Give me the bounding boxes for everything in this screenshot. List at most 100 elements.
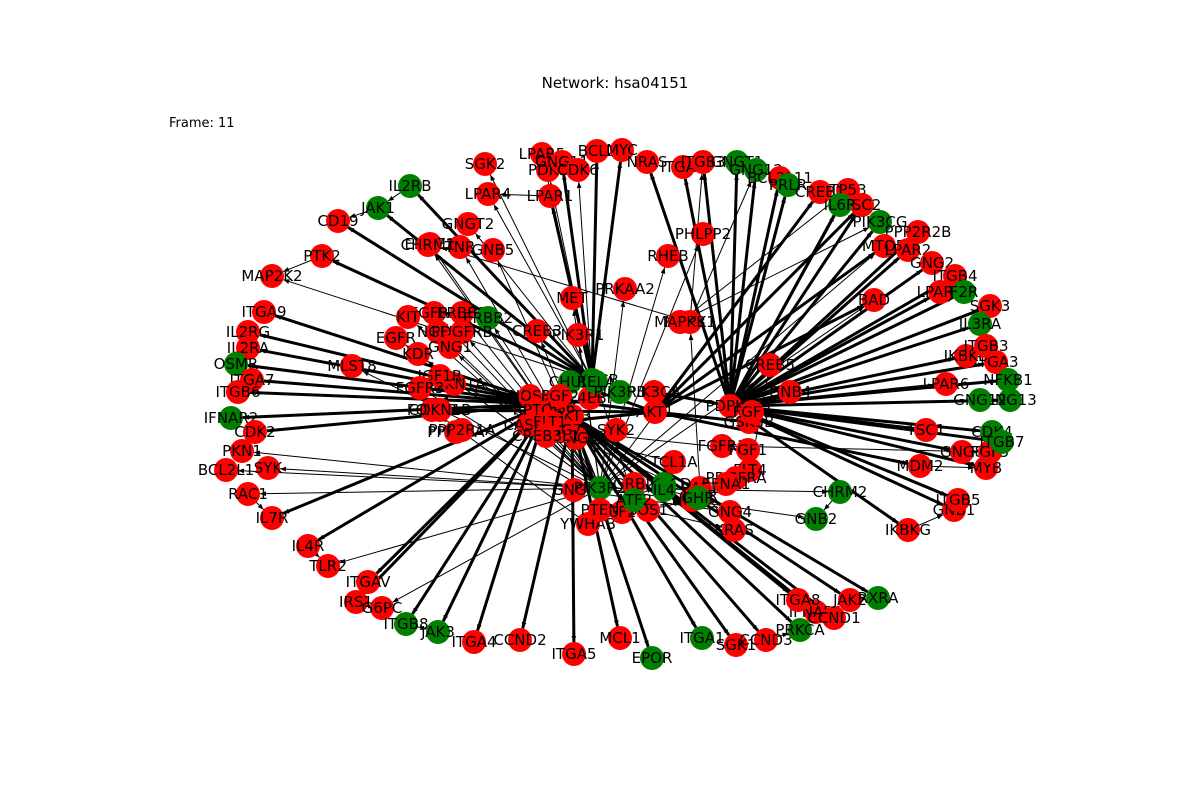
node-akt1: AKT1 bbox=[636, 400, 674, 424]
node-label: ITGA4 bbox=[451, 633, 496, 651]
node-epor: EPOR bbox=[632, 646, 673, 670]
node-label: TCL1A bbox=[650, 453, 699, 471]
node-label: CREB5 bbox=[745, 356, 795, 374]
node-nfkb1: NFKB1 bbox=[983, 368, 1033, 392]
node-label: IL6R bbox=[824, 196, 857, 214]
node-pten: PTEN bbox=[581, 498, 620, 522]
node-label: IL7R bbox=[256, 509, 289, 527]
node-label: SYK bbox=[254, 459, 284, 477]
node-label: GNG12 bbox=[953, 391, 1007, 409]
node-mlst8: MLST8 bbox=[327, 354, 377, 378]
frame-label: Frame: 11 bbox=[169, 116, 235, 131]
node-gnb2: GNB2 bbox=[795, 507, 838, 531]
node-label: IL2RB bbox=[388, 177, 431, 195]
node-label: CCND2 bbox=[493, 631, 546, 649]
node-lpar1: LPAR1 bbox=[527, 184, 574, 208]
node-jak3: JAK3 bbox=[420, 620, 455, 644]
node-map2k2: MAP2K2 bbox=[241, 264, 302, 288]
node-gngt2: GNGT2 bbox=[442, 212, 495, 236]
node-label: LPAR4 bbox=[465, 185, 512, 203]
node-label: BAD bbox=[858, 291, 890, 309]
node-label: ITGA9 bbox=[241, 303, 286, 321]
node-cdk6: CDK6 bbox=[557, 158, 598, 182]
node-chrm2: CHRM2 bbox=[813, 480, 868, 504]
node-label: TSC1 bbox=[906, 421, 946, 439]
node-label: LPAR1 bbox=[527, 187, 574, 205]
figure-title: Network: hsa04151 bbox=[542, 74, 689, 92]
node-label: CREB3L1 bbox=[512, 427, 580, 445]
node-itgb3b: ITGB3 bbox=[963, 334, 1008, 358]
node-label: PPP2R1A bbox=[429, 421, 497, 439]
node-pik3r1: PIK3R1 bbox=[552, 323, 605, 347]
node-label: FGFR3 bbox=[396, 379, 445, 397]
node-itga5: ITGA5 bbox=[551, 642, 596, 666]
node-il6r: IL6R bbox=[824, 193, 857, 217]
node-label: ITGB3 bbox=[963, 337, 1008, 355]
node-label: MCL1 bbox=[599, 629, 640, 647]
node-label: SGK3 bbox=[970, 297, 1011, 315]
node-met: MET bbox=[556, 286, 588, 310]
node-itgb6: ITGB6 bbox=[215, 380, 260, 404]
node-rheb: RHEB bbox=[647, 244, 688, 268]
node-label: TLR2 bbox=[308, 557, 347, 575]
node-chrm1: CHRM1 bbox=[401, 233, 456, 257]
node-kdr: KDR bbox=[402, 342, 434, 366]
node-label: PIK3R3 bbox=[594, 383, 647, 401]
node-label: MAPK3 bbox=[654, 313, 706, 331]
node-phlpp2: PHLPP2 bbox=[675, 222, 731, 246]
node-syk: SYK bbox=[254, 456, 284, 480]
node-label: GNG1 bbox=[428, 338, 472, 356]
node-gnb5: GNB5 bbox=[472, 238, 515, 262]
node-label: GHR bbox=[681, 489, 714, 507]
node-label: GNB5 bbox=[472, 241, 515, 259]
node-label: KRAS bbox=[714, 521, 753, 539]
node-label: JAK1 bbox=[360, 199, 395, 217]
node-label: SGK2 bbox=[465, 155, 506, 173]
node-itgb7: ITGB7 bbox=[979, 430, 1024, 454]
node-tcl1a: TCL1A bbox=[650, 450, 699, 474]
node-gng1: GNG1 bbox=[428, 335, 472, 359]
node-label: CHRM1 bbox=[401, 236, 456, 254]
node-fgf7: FGF7 bbox=[733, 400, 771, 424]
node-tsc1: TSC1 bbox=[906, 418, 946, 442]
node-label: AKT1 bbox=[636, 403, 674, 421]
node-label: ITGB5 bbox=[935, 491, 980, 509]
node-label: PTEN bbox=[581, 501, 620, 519]
node-ptk2: PTK2 bbox=[303, 244, 341, 268]
node-label: EPOR bbox=[632, 649, 673, 667]
node-label: CD19 bbox=[317, 212, 358, 230]
node-label: GNB2 bbox=[795, 510, 838, 528]
node-atf2: ATF2 bbox=[616, 488, 652, 512]
node-label: MAP2K2 bbox=[241, 267, 302, 285]
node-label: CHRM2 bbox=[813, 483, 868, 501]
node-il7r: IL7R bbox=[256, 506, 289, 530]
node-tlr2: TLR2 bbox=[308, 554, 347, 578]
node-label: BCL2L1 bbox=[198, 461, 254, 479]
node-label: ITGAV bbox=[346, 573, 392, 591]
node-label: SYK2 bbox=[597, 421, 635, 439]
node-label: NFKB1 bbox=[983, 371, 1033, 389]
node-label: IL4R bbox=[292, 537, 325, 555]
node-prkaa2: PRKAA2 bbox=[595, 277, 655, 301]
node-label: MLST8 bbox=[327, 357, 377, 375]
node-mapk3: MAPK3 bbox=[654, 310, 706, 334]
node-label: ITGA8 bbox=[775, 591, 820, 609]
node-label: CDKN1B bbox=[409, 401, 472, 419]
node-itga4: ITGA4 bbox=[451, 630, 496, 654]
node-gnb4: GNB4 bbox=[769, 380, 812, 404]
node-il2rb: IL2RB bbox=[388, 174, 431, 198]
node-gng12b: GNG12 bbox=[953, 388, 1007, 412]
node-label: RHEB bbox=[647, 247, 688, 265]
node-mcl1: MCL1 bbox=[599, 626, 640, 650]
node-label: RAC1 bbox=[228, 485, 268, 503]
node-label: IKBKG bbox=[885, 521, 931, 539]
node-cd19: CD19 bbox=[317, 209, 358, 233]
node-syk2: SYK2 bbox=[597, 418, 635, 442]
node-label: CDK2 bbox=[234, 423, 275, 441]
node-jak1: JAK1 bbox=[360, 196, 395, 220]
node-creb3l1: CREB3L1 bbox=[512, 424, 580, 448]
node-il4: IL4 bbox=[652, 478, 676, 502]
node-il4r: IL4R bbox=[292, 534, 325, 558]
node-label: PKN1 bbox=[222, 442, 262, 460]
